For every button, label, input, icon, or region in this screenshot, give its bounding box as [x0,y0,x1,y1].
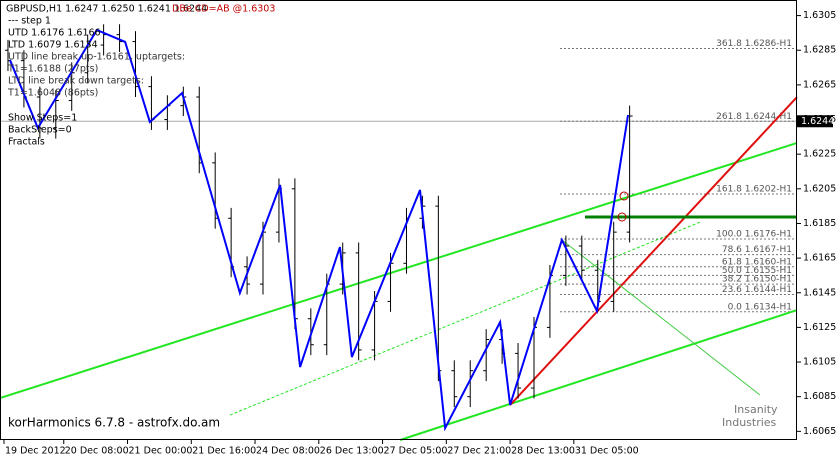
watermark: Industries [722,416,777,429]
x-tick-label: 26 Dec 13:00 [320,446,384,457]
fib-label: 38.2 1.6150-H1 [722,275,792,285]
trendline [561,239,761,396]
x-tick-label: 21 Dec 00:00 [129,446,193,457]
current-price-label: 1.6244 [801,116,834,127]
plot-frame [0,0,797,440]
x-tick-label: 27 Dec 05:00 [384,446,448,457]
fib-label: 61.8 1.6160-H1 [722,257,792,267]
zigzag [9,28,630,432]
y-tick-label: 1.6225 [803,149,836,160]
y-tick-label: 1.6285 [803,45,836,56]
x-tick-label: 28 Dec 13:00 [511,446,575,457]
y-tick-label: 1.6085 [803,391,836,402]
y-tick-label: 1.6165 [803,253,836,264]
y-tick-label: 1.6125 [803,322,836,333]
trendline [509,96,798,406]
trendline [399,309,798,441]
y-tick-label: 1.6305 [803,10,836,21]
chart-title: GBPUSD,H1 1.6247 1.6250 1.6241 1.6244 [6,4,207,15]
ltd-label: LTD 1.6079 1.6134 [8,40,98,51]
step-label: --- step 1 [8,16,51,27]
marker-circle [619,191,629,201]
x-tick-label: 20 Dec 08:00 [65,446,129,457]
x-tick-label: 27 Dec 21:00 [447,446,511,457]
utd-label: UTD 1.6176 1.6166 [8,28,101,39]
fib-label: 161.8 1.6202-H1 [716,185,792,195]
fib-label: 361.8 1.6286-H1 [716,39,792,49]
fractals-label: Fractals [8,137,45,148]
fib-label: 0.0 1.6134-H1 [728,302,792,312]
y-tick-label: 1.6145 [803,287,836,298]
utd-target-label: T1=1.6188 (27pts) [7,64,98,75]
x-tick-label: 24 Dec 08:00 [256,446,320,457]
y-tick-label: 1.6065 [803,426,836,437]
fib-label: 100.0 1.6176-H1 [716,230,792,240]
ltd-target-label: T1=1.6048 (86pts) [7,88,98,99]
watermark: Insanity [734,403,778,416]
fib-label: 78.6 1.6167-H1 [722,245,792,255]
ltd-break-label: LTD line break down targets: [8,76,144,87]
marker-circle [617,212,627,222]
footer-label: korHarmonics 6.7.8 - astrofx.do.am [8,416,220,430]
y-tick-label: 1.6105 [803,357,836,368]
fib-label: 261.8 1.6244-H1 [716,112,792,122]
pattern-label: DBe CD=AB @1.6303 [172,4,275,15]
x-tick-label: 31 Dec 05:00 [575,446,639,457]
trendline [0,141,798,400]
fib-label: 23.6 1.6144-H1 [722,285,792,295]
back-steps-label: BackSteps=0 [8,125,72,136]
x-tick-label: 21 Dec 16:00 [192,446,256,457]
utd-break-label: UTD line break up-1.6161, uptargets: [8,52,185,63]
current-price-box [797,115,833,128]
y-tick-label: 1.6205 [803,183,836,194]
plot-area: 361.8 1.6286-H1 261.8 1.6244-H1 161.8 1.62… [0,24,798,441]
show-steps-label: Show Steps=1 [8,113,77,124]
fib-label: 50.0 1.6155-H1 [722,266,792,276]
x-tick-label: 19 Dec 2012 [5,446,66,457]
y-tick-label: 1.6185 [803,218,836,229]
y-tick-label: 1.6265 [803,79,836,90]
